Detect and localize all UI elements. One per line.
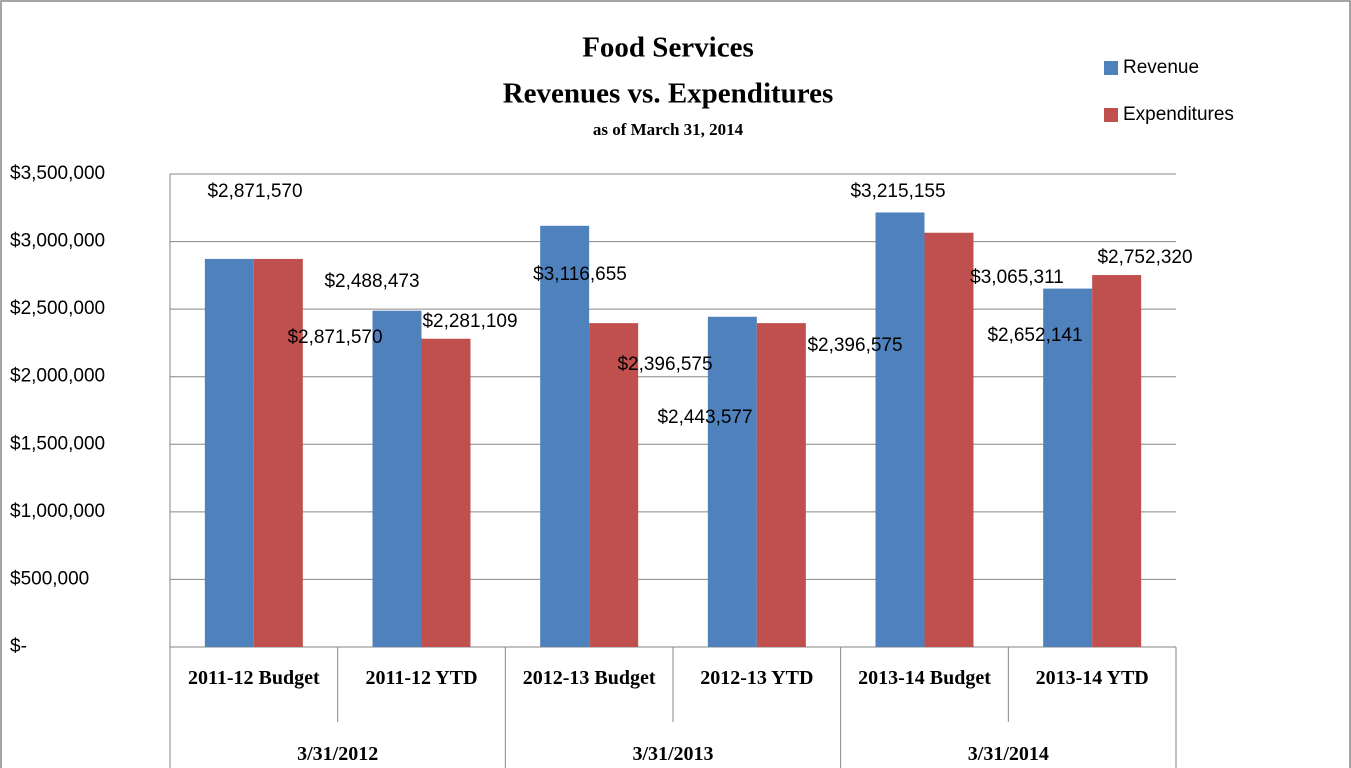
- legend-label: Expenditures: [1123, 104, 1234, 125]
- data-label: $2,281,109: [422, 311, 517, 332]
- legend-swatch: [1104, 108, 1118, 122]
- data-label: $2,488,473: [324, 271, 419, 292]
- chart-title: Food Services: [582, 32, 754, 64]
- data-label: $3,215,155: [850, 181, 945, 202]
- x-tick-label: 2012-13 Budget: [522, 667, 656, 689]
- bar: [1043, 288, 1093, 647]
- x-group-label: 3/31/2013: [632, 743, 714, 765]
- y-tick-label: $1,500,000: [10, 433, 105, 454]
- data-label: $2,443,577: [657, 407, 752, 428]
- bar: [204, 258, 254, 647]
- x-group-label: 3/31/2014: [967, 743, 1049, 765]
- y-tick-label: $1,000,000: [10, 501, 105, 522]
- bar: [924, 232, 974, 647]
- legend-label: Revenue: [1123, 57, 1199, 78]
- bar: [540, 225, 590, 647]
- legend-swatch: [1104, 61, 1118, 75]
- x-group-label: 3/31/2012: [297, 743, 379, 765]
- bar: [421, 338, 471, 647]
- data-label: $2,752,320: [1097, 247, 1192, 268]
- x-tick-label: 2011-12 YTD: [365, 667, 478, 689]
- y-tick-label: $2,500,000: [10, 298, 105, 319]
- y-tick-label: $3,500,000: [10, 163, 105, 184]
- bar: [756, 323, 806, 647]
- bar: [253, 258, 303, 647]
- bar: [589, 323, 639, 647]
- x-tick-label: 2013-14 YTD: [1035, 667, 1149, 689]
- y-tick-label: $500,000: [10, 568, 89, 589]
- data-label: $2,871,570: [287, 327, 382, 348]
- bar: [707, 316, 757, 647]
- data-label: $2,396,575: [617, 354, 712, 375]
- x-tick-label: 2013-14 Budget: [858, 667, 991, 689]
- x-tick-label: 2012-13 YTD: [700, 667, 814, 689]
- chart-note: as of March 31, 2014: [593, 120, 744, 139]
- data-label: $2,396,575: [807, 335, 902, 356]
- y-tick-label: $-: [10, 636, 27, 657]
- bar: [1092, 275, 1142, 647]
- bar: [372, 310, 422, 647]
- data-label: $3,065,311: [970, 267, 1064, 288]
- chart-subtitle: Revenues vs. Expenditures: [503, 78, 834, 110]
- bar: [875, 212, 925, 648]
- data-label: $2,871,570: [207, 181, 302, 202]
- y-tick-label: $2,000,000: [10, 366, 105, 387]
- data-label: $3,116,655: [533, 264, 627, 285]
- x-tick-label: 2011-12 Budget: [187, 667, 320, 689]
- y-tick-label: $3,000,000: [10, 231, 105, 252]
- data-label: $2,652,141: [987, 325, 1082, 346]
